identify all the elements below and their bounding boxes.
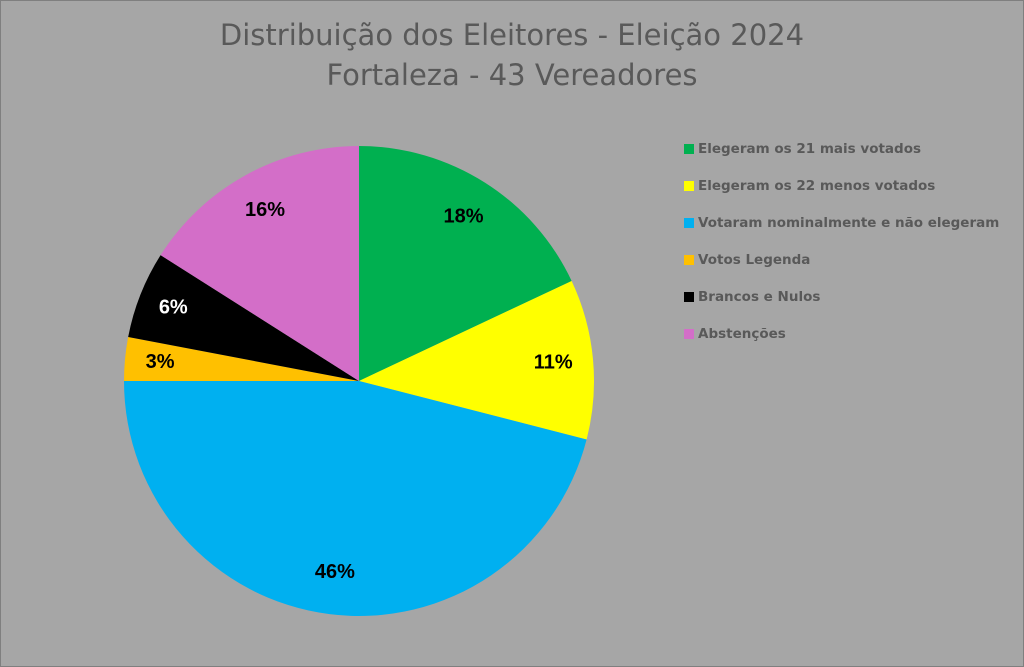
chart-subtitle: Fortaleza - 43 Vereadores [326, 58, 698, 92]
legend-item: Elegeram os 21 mais votados [684, 130, 1014, 167]
slice-data-label-4: 3% [146, 351, 175, 373]
legend-swatch [684, 254, 694, 265]
pie-slice-6 [160, 146, 359, 381]
legend-item: Votaram nominalmente e não elegeram [684, 204, 1014, 241]
slice-data-label-6: 16% [245, 199, 285, 221]
legend-item: Votos Legenda [684, 241, 1014, 278]
legend-item: Brancos e Nulos [684, 278, 1014, 315]
legend-item: Abstenções [684, 315, 1014, 352]
pie-slice-3 [124, 381, 587, 616]
slice-data-label-5: 6% [159, 296, 188, 318]
legend-label: Votos Legenda [698, 251, 811, 268]
slice-data-label-2: 11% [534, 352, 573, 374]
legend-item: Elegeram os 22 menos votados [684, 167, 1014, 204]
legend-label: Elegeram os 22 menos votados [698, 177, 936, 194]
slice-data-label-1: 18% [443, 205, 483, 227]
legend-swatch [684, 291, 694, 302]
chart-title: Distribuição dos Eleitores - Eleição 202… [1, 15, 1023, 95]
legend-label: Votaram nominalmente e não elegeram [698, 214, 1000, 231]
pie-slice-4 [124, 336, 359, 381]
pie-slice-5 [128, 255, 359, 381]
legend-label: Abstenções [698, 325, 786, 342]
legend-label: Brancos e Nulos [698, 288, 821, 305]
chart-title-line: Distribuição dos Eleitores - Eleição 202… [219, 18, 805, 52]
legend-swatch [684, 180, 694, 191]
legend-swatch [684, 328, 694, 339]
legend-swatch [684, 143, 694, 154]
legend: Elegeram os 21 mais votados Elegeram os 2… [684, 130, 1014, 352]
pie-slice-1 [359, 146, 572, 381]
pie-slice-2 [359, 280, 594, 440]
legend-swatch [684, 217, 694, 228]
legend-label: Elegeram os 21 mais votados [698, 140, 922, 157]
slice-data-label-3: 46% [315, 561, 355, 583]
